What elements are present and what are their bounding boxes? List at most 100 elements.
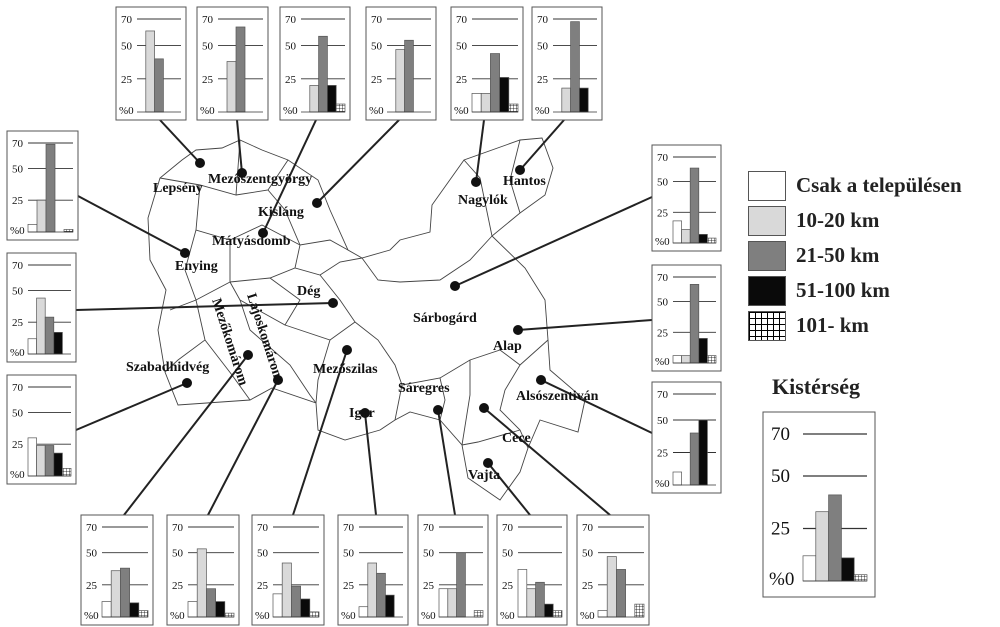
chart-hantos: 25 50 70 %0 xyxy=(531,6,603,121)
leader-lines xyxy=(75,119,653,516)
tick-label-70: 70 xyxy=(657,272,669,284)
place-label-vajta: Vajta xyxy=(468,468,500,483)
tick-label-50: 50 xyxy=(537,41,549,53)
origin-label: %0 xyxy=(84,610,99,622)
chart-frame xyxy=(651,264,722,372)
dot-mezoszilas xyxy=(342,345,352,355)
leader-line-matyasdomb xyxy=(316,119,400,204)
dot-deg xyxy=(328,298,338,308)
tick-label-50: 50 xyxy=(657,415,669,427)
chart-vajta: 25 50 70 %0 xyxy=(496,514,568,626)
chart-kislang: 25 50 70 %0 xyxy=(279,6,351,121)
bar-21-50-km xyxy=(456,552,466,618)
bar-21-50-km xyxy=(291,585,301,618)
bar-10-20-km xyxy=(36,199,47,233)
chart-mezoszentgyorgy: 25 50 70 %0 xyxy=(196,6,269,121)
tick-label-50: 50 xyxy=(582,548,594,560)
bar-51-100-km xyxy=(579,87,589,113)
tick-label-50: 50 xyxy=(343,548,355,560)
tick-label-70: 70 xyxy=(202,14,214,26)
tick-label-70: 70 xyxy=(343,522,355,534)
bar-21-50-km xyxy=(206,588,216,618)
municipality-border xyxy=(461,360,471,446)
place-label-nagylok: Nagylók xyxy=(458,193,508,208)
tick-label-70: 70 xyxy=(285,14,297,26)
legend-swatch xyxy=(748,275,786,306)
bar-21-50-km xyxy=(689,284,700,364)
dot-alsoszentivan xyxy=(536,375,546,385)
dot-vajta xyxy=(483,458,493,468)
tick-label-25: 25 xyxy=(537,74,549,86)
tick-label-25: 25 xyxy=(371,74,383,86)
leader-line-igar xyxy=(364,412,377,516)
bar-101-km xyxy=(552,610,563,618)
bar-21-50-km xyxy=(689,432,700,486)
bar-21-50-km xyxy=(235,26,246,113)
place-label-hantos: Hantos xyxy=(503,174,546,189)
bar-csak-a-telepulesen xyxy=(438,588,449,618)
tick-label-25: 25 xyxy=(121,74,133,86)
chart-matyasdomb: 25 50 70 %0 xyxy=(365,6,437,121)
tick-label-70: 70 xyxy=(86,522,98,534)
bar-51-100-km xyxy=(53,452,63,477)
legend-item-local: Csak a településen xyxy=(748,168,998,203)
tick-label-70: 70 xyxy=(456,14,468,26)
dot-lajoskomarom xyxy=(273,375,283,385)
place-label-saregres: Sáregres xyxy=(398,381,450,396)
tick-label-25: 25 xyxy=(202,74,214,86)
bar-10-20-km xyxy=(447,588,457,618)
bar-10-20-km xyxy=(110,570,121,618)
origin-label: %0 xyxy=(200,105,215,117)
leader-line-kislang xyxy=(262,119,317,234)
bar-101-km xyxy=(707,355,717,364)
origin-label: %0 xyxy=(10,347,25,359)
legend-swatch xyxy=(748,205,786,236)
tick-label-70: 70 xyxy=(12,260,24,272)
tick-label-25: 25 xyxy=(657,327,669,339)
chart-nagylok: 25 50 70 %0 xyxy=(450,6,524,121)
tick-label-50: 50 xyxy=(285,41,297,53)
tick-label-25: 25 xyxy=(582,580,594,592)
tick-label-70: 70 xyxy=(657,152,669,164)
bar-21-50-km xyxy=(45,143,56,233)
place-label-mezokomarom: Mezőkomárom xyxy=(208,297,250,388)
municipality-border xyxy=(239,299,317,404)
municipality-border xyxy=(294,244,301,269)
tick-label-25: 25 xyxy=(456,74,468,86)
place-label-mezoszentgyorgy: Mezőszentgyörgy xyxy=(208,172,312,187)
bar-21-50-km xyxy=(404,39,414,113)
origin-label: %0 xyxy=(341,610,356,622)
leader-line-deg xyxy=(75,302,334,311)
tick-label-50: 50 xyxy=(202,41,214,53)
bar-21-50-km xyxy=(616,569,626,618)
bar-51-100-km xyxy=(53,332,63,355)
legend-item-101: 101- km xyxy=(748,308,998,343)
bar-10-20-km xyxy=(36,445,46,477)
municipality-border xyxy=(461,429,521,446)
bar-10-20-km xyxy=(681,229,691,244)
municipality-border xyxy=(401,339,549,386)
legend-label: 21-50 km xyxy=(796,243,880,267)
bar-csak-a-telepulesen xyxy=(517,569,528,618)
bar-101-km xyxy=(634,603,645,618)
dot-nagylok xyxy=(471,177,481,187)
bar-21-50-km xyxy=(490,53,500,113)
place-label-igar: Igar xyxy=(349,406,375,421)
bar-21-50-km xyxy=(376,572,386,618)
municipality-border xyxy=(354,321,403,421)
bar-csak-a-telepulesen xyxy=(597,610,608,618)
chart-kisterseg: 25 50 70 %0 xyxy=(762,411,876,598)
tick-label-25: 25 xyxy=(502,580,514,592)
legend-swatch xyxy=(748,310,786,341)
legend-label: 101- km xyxy=(796,313,869,337)
bar-51-100-km xyxy=(300,598,311,618)
bar-101-km xyxy=(473,610,484,618)
legend-label: 10-20 km xyxy=(796,208,880,232)
legend-item-21-50: 21-50 km xyxy=(748,238,998,273)
leader-line-saregres xyxy=(437,409,456,516)
bar-10-20-km xyxy=(367,562,377,618)
bar-21-50-km xyxy=(318,35,328,113)
place-label-mezoszilas: Mezőszilas xyxy=(313,362,378,377)
bar-101-km xyxy=(853,574,868,582)
place-label-alsoszentivan: Alsószentiván xyxy=(516,389,599,404)
